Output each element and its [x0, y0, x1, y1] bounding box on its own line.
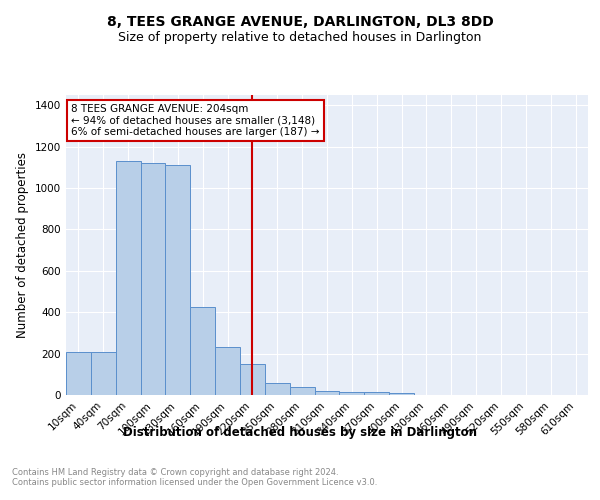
Text: Distribution of detached houses by size in Darlington: Distribution of detached houses by size … — [123, 426, 477, 439]
Bar — [140, 164, 166, 395]
Bar — [340, 392, 364, 395]
Bar — [66, 352, 91, 395]
Bar — [240, 364, 265, 395]
Text: 8, TEES GRANGE AVENUE, DARLINGTON, DL3 8DD: 8, TEES GRANGE AVENUE, DARLINGTON, DL3 8… — [107, 16, 493, 30]
Bar — [116, 161, 140, 395]
Bar — [215, 348, 240, 395]
Text: Size of property relative to detached houses in Darlington: Size of property relative to detached ho… — [118, 31, 482, 44]
Bar — [364, 392, 389, 395]
Bar — [190, 307, 215, 395]
Bar — [91, 352, 116, 395]
Bar — [265, 382, 290, 395]
Y-axis label: Number of detached properties: Number of detached properties — [16, 152, 29, 338]
Text: 8 TEES GRANGE AVENUE: 204sqm
← 94% of detached houses are smaller (3,148)
6% of : 8 TEES GRANGE AVENUE: 204sqm ← 94% of de… — [71, 104, 320, 137]
Bar — [389, 393, 414, 395]
Bar — [314, 391, 340, 395]
Bar — [166, 166, 190, 395]
Bar — [290, 387, 314, 395]
Text: Contains HM Land Registry data © Crown copyright and database right 2024.
Contai: Contains HM Land Registry data © Crown c… — [12, 468, 377, 487]
